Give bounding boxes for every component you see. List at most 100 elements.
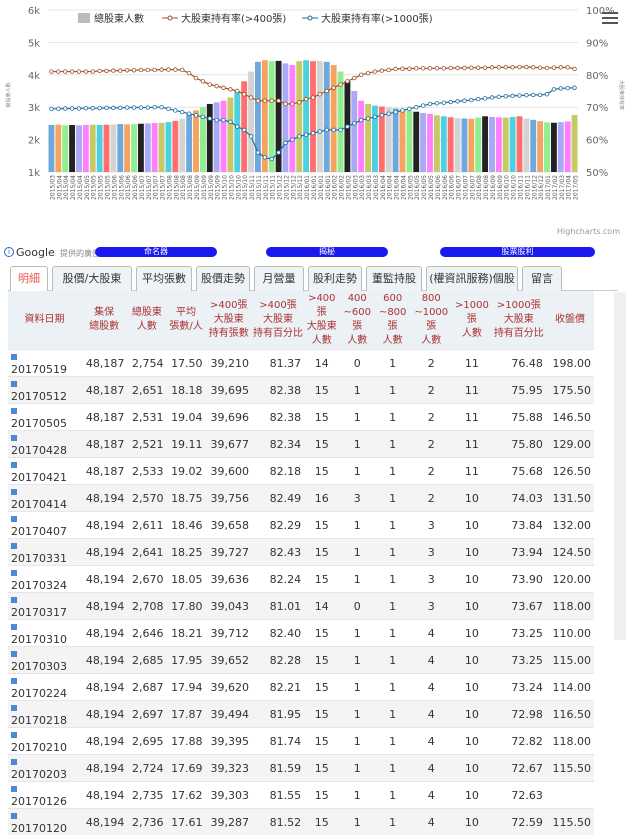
chart-menu-icon[interactable] — [602, 12, 618, 26]
series-point — [408, 67, 412, 71]
bar — [124, 124, 130, 172]
table-cell: 75.80 — [492, 431, 546, 458]
y-left-tick: 5k — [28, 38, 40, 49]
table-cell: 4 — [410, 620, 452, 647]
series-point — [98, 69, 102, 73]
series-point — [559, 66, 563, 70]
bar — [441, 116, 447, 172]
vertical-scrollbar[interactable] — [614, 292, 626, 640]
series-point — [63, 107, 67, 111]
series-point — [146, 68, 150, 72]
table-cell: 73.94 — [492, 539, 546, 566]
series-point — [566, 86, 570, 90]
table-cell: 81.95 — [252, 701, 304, 728]
y-left-tick: 1k — [28, 168, 40, 179]
series-point — [194, 114, 198, 118]
table-cell: 20170519 — [8, 350, 81, 377]
series-point — [242, 128, 246, 132]
tab-price-trend[interactable]: 股價走勢 — [196, 266, 250, 291]
tab-dividend[interactable]: 股利走勢 — [308, 266, 362, 291]
table-cell: 17.80 — [166, 593, 205, 620]
table-cell: 19.02 — [166, 458, 205, 485]
series-point — [414, 105, 418, 109]
table-cell: 1 — [375, 539, 410, 566]
bar — [234, 91, 240, 172]
column-header: 集保總股數 — [81, 291, 127, 350]
table-cell: 81.37 — [252, 350, 304, 377]
table-cell: 20170120 — [8, 809, 81, 835]
table-cell: 15 — [304, 512, 339, 539]
series-point — [139, 106, 143, 110]
table-cell: 14 — [304, 350, 339, 377]
series-point — [380, 114, 384, 118]
table-cell: 2,533 — [127, 458, 166, 485]
table-cell: 39,695 — [206, 377, 252, 404]
bar — [55, 125, 61, 172]
ad-pill-3[interactable]: 股票股利 — [440, 247, 595, 257]
table-cell: 20170421 — [8, 458, 81, 485]
table-cell: 20170224 — [8, 674, 81, 701]
table-cell: 4 — [410, 755, 452, 782]
bar — [283, 63, 289, 172]
bar — [159, 123, 165, 172]
tab-price-holders[interactable]: 股價/大股東 — [52, 266, 132, 291]
tab-comments[interactable]: 留言 — [522, 266, 562, 291]
tab-directors[interactable]: 董監持股 — [366, 266, 422, 291]
table-cell: 1 — [375, 728, 410, 755]
table-cell: 126.50 — [546, 458, 594, 485]
table-cell: 48,187 — [81, 431, 127, 458]
bar — [427, 114, 433, 172]
series-point — [470, 66, 474, 70]
tab-stock-service[interactable]: (權資訊服務)個股 — [426, 266, 518, 291]
series-point — [518, 65, 522, 69]
bar — [400, 109, 406, 172]
info-icon[interactable]: i — [4, 247, 14, 257]
series-point — [401, 67, 405, 71]
series-point — [552, 66, 556, 70]
table-cell: 10 — [452, 809, 492, 835]
table-cell: 16 — [304, 485, 339, 512]
ad-pill-2[interactable]: 揭秘 — [266, 247, 388, 257]
table-cell: 1 — [375, 674, 410, 701]
table-cell: 18.18 — [166, 377, 205, 404]
table-cell: 10 — [452, 647, 492, 674]
series-point — [401, 109, 405, 113]
ad-pill-1[interactable]: 命名器 — [95, 247, 217, 257]
table-cell: 15 — [304, 458, 339, 485]
series-point — [153, 68, 157, 72]
table-cell: 82.40 — [252, 620, 304, 647]
table-cell: 17.69 — [166, 755, 205, 782]
bar — [537, 121, 543, 172]
table-cell — [546, 782, 594, 809]
table-cell: 15 — [304, 701, 339, 728]
bar — [145, 123, 151, 172]
bar — [517, 116, 523, 172]
tab-monthly[interactable]: 月營量 — [254, 266, 304, 291]
series-point — [146, 106, 150, 110]
series-point — [208, 83, 212, 87]
table-cell: 15 — [304, 782, 339, 809]
table-cell: 1 — [375, 485, 410, 512]
series-point — [538, 66, 542, 70]
table-cell: 39,494 — [206, 701, 252, 728]
table-cell: 10 — [452, 539, 492, 566]
holders-table: 資料日期集保總股數總股東人數平均張數/人>400張大股東持有張數>400張大股東… — [8, 291, 594, 835]
tab-average[interactable]: 平均張數 — [136, 266, 192, 291]
bar — [255, 62, 261, 172]
table-cell: 20170505 — [8, 404, 81, 431]
table-cell: 11 — [452, 431, 492, 458]
table-cell: 48,194 — [81, 566, 127, 593]
series-point — [573, 67, 577, 71]
series-point — [428, 102, 432, 106]
series-point — [174, 68, 178, 72]
table-cell: 11 — [452, 458, 492, 485]
series-point — [531, 93, 535, 97]
table-cell: 1 — [375, 809, 410, 835]
tab-detail[interactable]: 明細 — [10, 266, 48, 291]
table-cell: 20170218 — [8, 701, 81, 728]
row-marker-icon — [11, 381, 17, 387]
series-point — [194, 76, 198, 80]
series-point — [504, 94, 508, 98]
series-point — [359, 118, 363, 122]
